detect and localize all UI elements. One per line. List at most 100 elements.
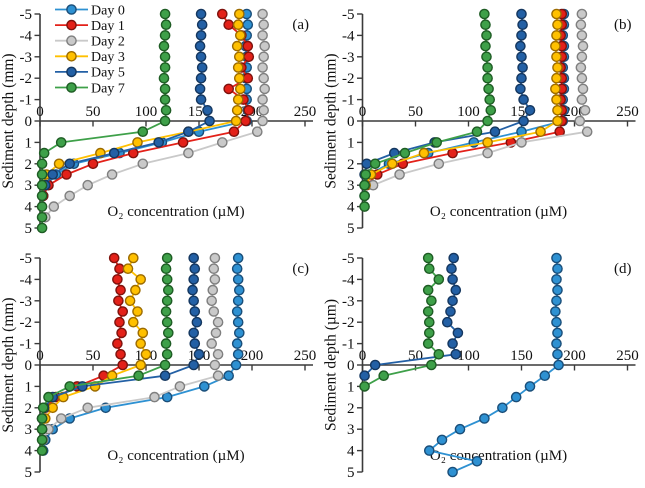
data-point-marker-day-7 xyxy=(480,40,491,52)
data-point-marker-day-7 xyxy=(36,445,48,456)
x-tick-label: 250 xyxy=(616,348,639,364)
data-point-marker-day-0 xyxy=(424,445,435,456)
data-point-marker-day-5 xyxy=(189,338,201,349)
data-point-marker-day-2 xyxy=(216,137,228,148)
data-point-marker-day-7 xyxy=(36,434,48,446)
data-point-marker-day-7 xyxy=(359,201,370,212)
data-point-marker-day-2 xyxy=(206,295,217,307)
data-point-marker-day-7 xyxy=(161,316,173,328)
data-point-marker-day-3 xyxy=(535,126,546,137)
y-tick-label: 4 xyxy=(25,444,33,460)
data-point-marker-day-3 xyxy=(127,252,139,264)
data-point-marker-day-5 xyxy=(450,349,462,360)
data-point-marker-day-7 xyxy=(378,370,390,381)
data-point-marker-day-5 xyxy=(447,338,458,349)
y-tick-label: 1 xyxy=(347,379,355,395)
data-point-marker-day-1 xyxy=(117,359,128,371)
y-tick-label: 0 xyxy=(25,114,33,130)
data-point-marker-day-2 xyxy=(257,115,268,127)
y-tick-label: 2 xyxy=(25,157,33,173)
panel-letter: (a) xyxy=(292,17,309,33)
data-point-marker-day-3 xyxy=(231,40,243,52)
data-point-marker-day-7 xyxy=(43,391,54,403)
y-axis-title: Sediment depth (mm) xyxy=(323,53,340,188)
data-point-marker-day-1 xyxy=(116,327,127,339)
data-point-marker-day-7 xyxy=(160,19,172,31)
data-point-marker-day-5 xyxy=(445,306,456,317)
data-point-marker-day-5 xyxy=(188,252,199,264)
data-point-marker-day-3 xyxy=(233,72,245,84)
data-point-marker-day-2 xyxy=(257,62,268,73)
panel-b: 0 50 100 150 200 250 -5 -4 -3 -2 -1 0 1 2 3 4 5 O₂ concen… xyxy=(322,0,645,244)
data-point-marker-day-0 xyxy=(198,381,210,392)
data-point-marker-day-7 xyxy=(159,83,171,95)
data-point-marker-day-0 xyxy=(233,327,245,339)
data-point-marker-day-3 xyxy=(232,62,244,73)
data-point-marker-day-0 xyxy=(552,263,563,275)
data-point-marker-day-2 xyxy=(576,72,588,84)
data-point-marker-day-1 xyxy=(228,126,240,137)
data-point-marker-day-2 xyxy=(209,359,221,371)
data-point-marker-day-3 xyxy=(551,51,562,63)
data-point-marker-day-7 xyxy=(55,137,67,148)
legend-label-day-7: Day 7 xyxy=(91,81,125,96)
data-point-marker-day-1 xyxy=(112,338,123,349)
data-point-marker-day-5 xyxy=(195,30,207,41)
data-point-marker-day-3 xyxy=(234,30,246,41)
data-point-marker-day-7 xyxy=(422,306,434,317)
data-point-marker-day-0 xyxy=(539,370,551,381)
data-point-marker-day-3 xyxy=(233,8,245,20)
data-point-marker-day-7 xyxy=(37,402,49,414)
data-point-marker-day-0 xyxy=(447,466,458,478)
y-tick-label: 2 xyxy=(25,401,33,417)
data-point-marker-day-2 xyxy=(212,370,224,381)
data-point-marker-day-2 xyxy=(64,190,75,202)
data-point-marker-day-0 xyxy=(479,413,490,424)
data-point-marker-day-7 xyxy=(482,115,493,127)
data-point-marker-day-3 xyxy=(233,51,245,63)
data-point-marker-day-3 xyxy=(53,158,65,170)
data-point-marker-day-7 xyxy=(160,338,172,349)
data-point-marker-day-0 xyxy=(524,381,536,392)
data-point-marker-day-2 xyxy=(206,338,217,349)
data-point-marker-day-5 xyxy=(189,263,201,275)
data-point-marker-day-5 xyxy=(188,295,199,307)
data-point-marker-day-1 xyxy=(447,147,458,159)
data-point-marker-day-5 xyxy=(452,327,464,339)
y-tick-label: 0 xyxy=(25,358,33,374)
data-point-marker-day-5 xyxy=(516,51,527,63)
data-point-marker-day-1 xyxy=(115,284,126,296)
data-point-marker-day-0 xyxy=(550,306,561,317)
data-point-marker-day-5 xyxy=(195,72,207,84)
data-point-marker-day-2 xyxy=(258,51,270,63)
data-point-marker-day-3 xyxy=(137,327,149,339)
data-point-marker-day-2 xyxy=(207,284,219,296)
data-point-marker-day-0 xyxy=(232,349,244,360)
data-point-marker-day-3 xyxy=(551,30,562,41)
data-point-marker-day-5 xyxy=(187,284,198,296)
data-point-marker-day-5 xyxy=(447,274,458,285)
y-tick-label: 3 xyxy=(347,422,355,438)
data-point-marker-day-5 xyxy=(195,94,207,105)
data-point-marker-day-2 xyxy=(576,30,588,41)
data-point-marker-day-0 xyxy=(552,327,563,339)
data-point-marker-day-3 xyxy=(552,19,563,31)
legend-marker-day-7 xyxy=(66,82,77,93)
legend-label-day-2: Day 2 xyxy=(91,35,125,50)
data-point-marker-day-2 xyxy=(575,62,587,73)
data-point-marker-day-5 xyxy=(188,359,199,371)
data-point-marker-day-7 xyxy=(482,62,493,73)
x-tick-label: 200 xyxy=(563,348,586,364)
data-point-marker-day-3 xyxy=(130,284,141,296)
data-point-marker-day-7 xyxy=(160,306,172,317)
data-point-marker-day-7 xyxy=(480,19,491,31)
y-tick-label: 2 xyxy=(347,157,355,173)
data-point-marker-day-2 xyxy=(257,30,268,41)
data-point-marker-day-2 xyxy=(208,306,220,317)
y-tick-label: 2 xyxy=(347,401,355,417)
